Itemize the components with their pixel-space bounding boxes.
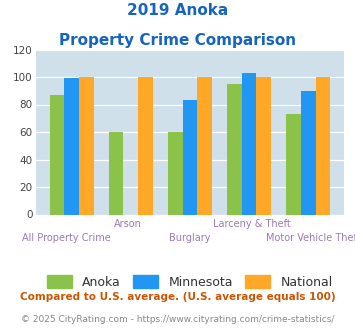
Bar	[109, 132, 124, 214]
Bar	[50, 95, 64, 214]
Bar	[197, 77, 212, 214]
Bar	[168, 132, 182, 214]
Text: Burglary: Burglary	[169, 233, 211, 243]
Bar	[242, 73, 256, 215]
Text: Arson: Arson	[114, 219, 142, 229]
Bar	[64, 79, 79, 214]
Legend: Anoka, Minnesota, National: Anoka, Minnesota, National	[42, 270, 338, 294]
Bar	[227, 84, 242, 214]
Text: Larceny & Theft: Larceny & Theft	[213, 219, 291, 229]
Text: 2019 Anoka: 2019 Anoka	[127, 3, 228, 18]
Text: Motor Vehicle Theft: Motor Vehicle Theft	[266, 233, 355, 243]
Bar	[301, 91, 316, 214]
Bar	[79, 77, 94, 214]
Text: Property Crime Comparison: Property Crime Comparison	[59, 33, 296, 48]
Text: Compared to U.S. average. (U.S. average equals 100): Compared to U.S. average. (U.S. average …	[20, 292, 335, 302]
Text: © 2025 CityRating.com - https://www.cityrating.com/crime-statistics/: © 2025 CityRating.com - https://www.city…	[21, 315, 334, 324]
Bar	[286, 114, 301, 214]
Bar	[138, 77, 153, 214]
Bar	[316, 77, 330, 214]
Bar	[256, 77, 271, 214]
Bar	[182, 100, 197, 214]
Text: All Property Crime: All Property Crime	[22, 233, 111, 243]
